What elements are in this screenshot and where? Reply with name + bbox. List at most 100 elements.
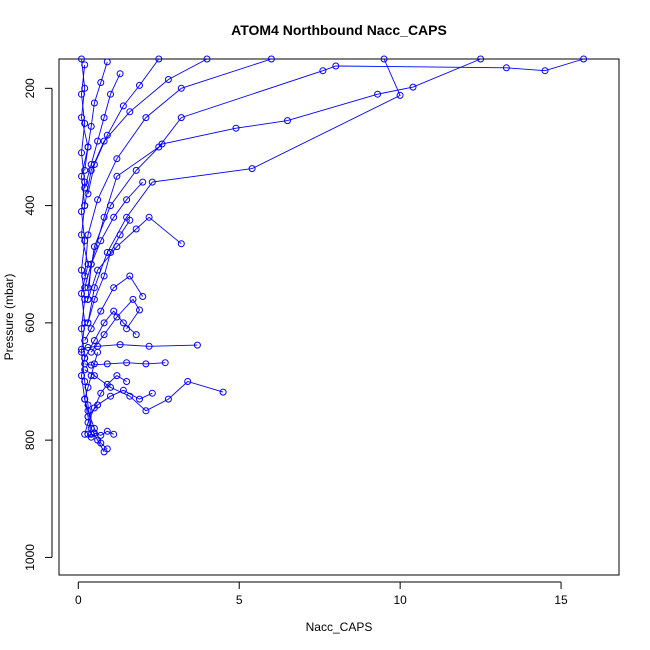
data-point [90, 404, 98, 412]
data-point [126, 216, 134, 224]
data-point [84, 231, 92, 239]
data-point [132, 166, 140, 174]
series-7 [84, 55, 163, 198]
data-point [90, 99, 98, 107]
series-17 [84, 216, 134, 327]
data-point [87, 161, 95, 168]
data-point [123, 378, 131, 385]
series-13 [84, 427, 118, 441]
data-point [193, 341, 201, 349]
series-line [84, 58, 272, 277]
data-point [110, 284, 118, 292]
series-5 [81, 55, 275, 280]
data-point [177, 114, 185, 122]
data-point [81, 184, 89, 192]
data-point [502, 64, 510, 72]
data-point [164, 76, 172, 83]
data-point [136, 81, 143, 89]
data-point [267, 55, 275, 63]
series-line [84, 58, 208, 206]
data-point [396, 91, 404, 99]
series-10 [78, 341, 201, 353]
series-3 [84, 55, 485, 292]
data-point [100, 319, 108, 327]
data-point [116, 231, 124, 239]
data-point [103, 58, 111, 66]
series-line [87, 58, 160, 194]
data-point [103, 360, 111, 368]
y-tick-label: 1000 [23, 544, 37, 571]
data-point [100, 272, 108, 280]
y-axis-label: Pressure (mbar) [2, 274, 16, 361]
series-line [84, 61, 108, 171]
plot-frame [58, 58, 620, 576]
data-point [100, 114, 108, 122]
data-point [139, 293, 147, 300]
data-point [107, 90, 114, 98]
data-point [107, 202, 114, 210]
data-point [81, 354, 89, 362]
data-point [97, 237, 105, 245]
data-point [119, 319, 127, 327]
series-line [81, 64, 92, 435]
series-6 [81, 55, 211, 210]
series-line [87, 389, 153, 417]
data-point [374, 90, 382, 98]
data-point [113, 155, 121, 163]
data-point [94, 196, 102, 204]
data-point [87, 325, 95, 333]
data-point [90, 360, 98, 368]
data-point [110, 307, 118, 315]
data-point [90, 424, 98, 432]
series-2 [84, 55, 588, 303]
series-line [87, 58, 584, 300]
data-point [90, 243, 98, 251]
plot-area [78, 55, 588, 456]
data-point [103, 380, 111, 388]
data-point [580, 55, 588, 63]
series-line [87, 58, 481, 288]
data-point [84, 383, 92, 391]
data-point [164, 395, 172, 403]
data-point [123, 359, 131, 367]
y-tick-label: 800 [23, 430, 37, 450]
data-point [94, 266, 102, 274]
data-point [161, 359, 169, 367]
data-point [126, 392, 134, 400]
x-tick-label: 15 [554, 593, 568, 607]
data-point [110, 213, 118, 221]
data-point [142, 407, 150, 415]
data-point [541, 67, 549, 75]
data-point [232, 124, 240, 132]
data-point [81, 61, 89, 69]
data-point [94, 137, 102, 145]
data-point [142, 114, 150, 122]
data-point [100, 331, 108, 339]
data-point [129, 295, 137, 303]
data-point [100, 213, 108, 221]
data-point [81, 337, 89, 344]
data-point [177, 84, 185, 92]
data-point [203, 55, 211, 63]
series-22 [81, 348, 111, 453]
series-line [84, 73, 121, 189]
series-line [81, 344, 198, 350]
data-point [103, 445, 111, 453]
data-point [126, 108, 134, 116]
series-16 [81, 307, 140, 362]
data-point [119, 102, 127, 110]
data-point [81, 120, 89, 127]
data-point [148, 178, 156, 186]
series-8 [84, 213, 185, 303]
x-tick-label: 0 [75, 593, 82, 607]
data-point [90, 295, 98, 303]
data-point [155, 55, 163, 63]
series-11 [81, 359, 169, 369]
data-point [97, 307, 105, 315]
data-point [78, 149, 85, 157]
data-point [81, 295, 89, 303]
data-point [107, 249, 114, 256]
y-tick-label: 200 [23, 78, 37, 98]
data-point [78, 90, 85, 98]
